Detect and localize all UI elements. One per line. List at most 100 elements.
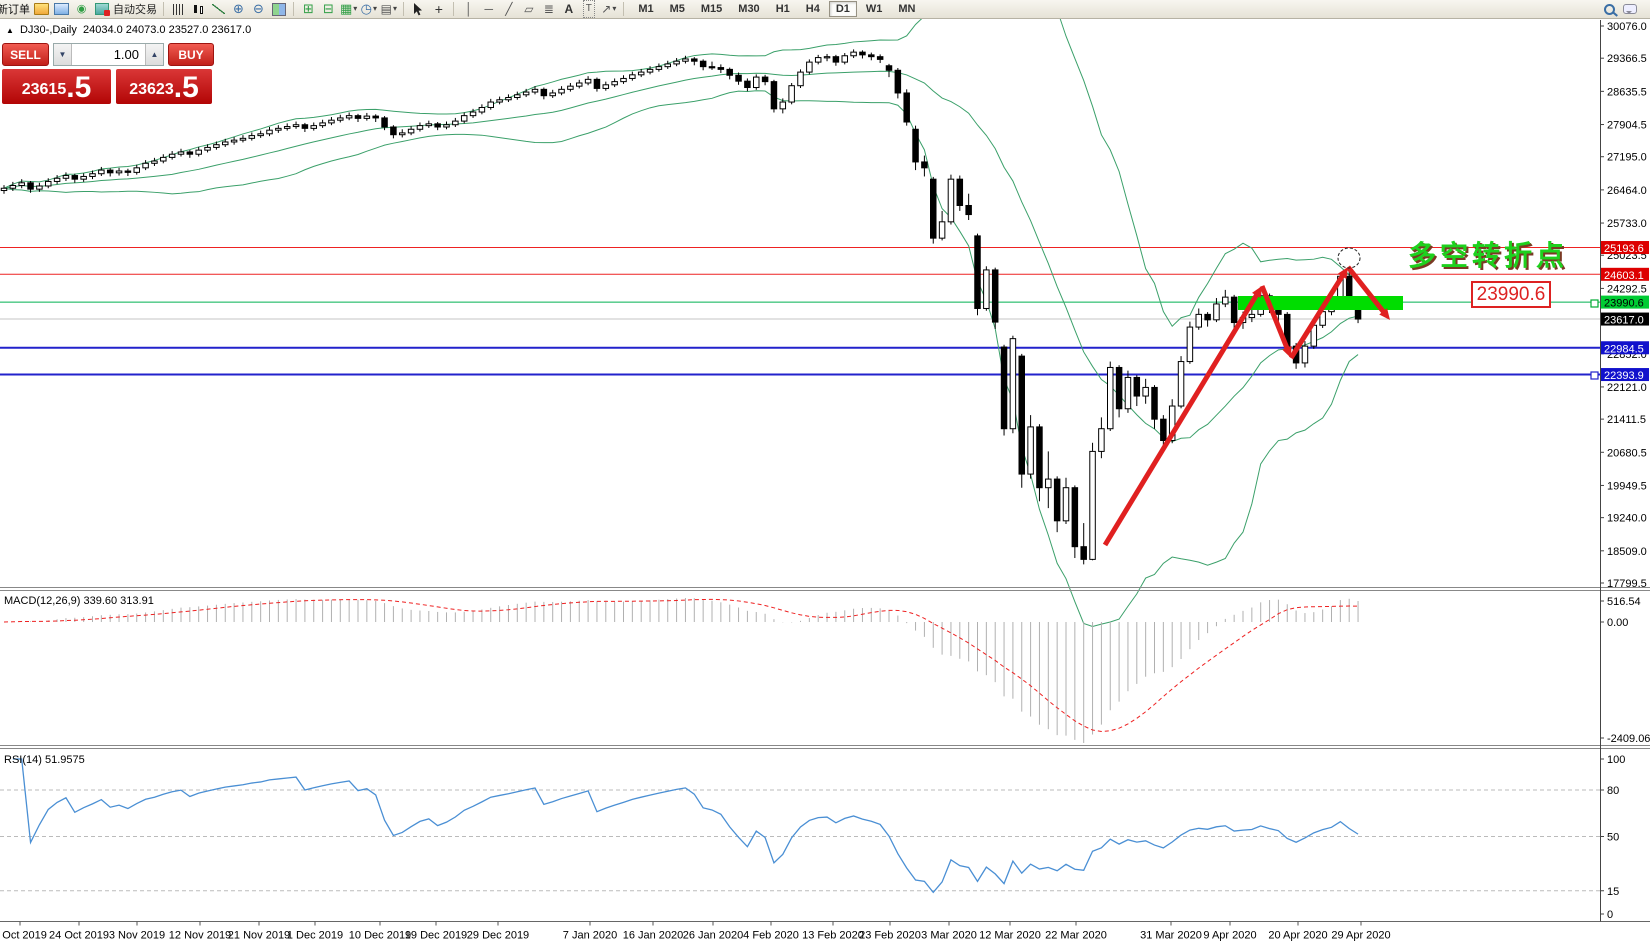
date-label: 29 Dec 2019 (467, 930, 529, 942)
bar-chart-icon[interactable] (170, 1, 187, 17)
candle-body (407, 128, 415, 134)
price-axis-label: 19949.5 (1607, 480, 1647, 492)
indicator-window-icon[interactable]: ⊟ (323, 1, 334, 16)
candle-body (9, 185, 17, 189)
candle-body (620, 77, 627, 83)
support-zone-rectangle (1238, 296, 1403, 310)
candle-body (45, 180, 52, 187)
rsi-axis-label: 50 (1607, 832, 1619, 844)
price-axis-label: 30076.0 (1607, 21, 1647, 33)
crosshair-icon[interactable]: + (434, 1, 443, 17)
candle-body (514, 94, 521, 99)
equidistant-channel-icon[interactable]: ▱ (524, 2, 534, 16)
auto-arrange-icon[interactable]: ⊞ (303, 1, 314, 16)
price-badge-label: 25193.6 (1604, 243, 1644, 255)
candle-body (983, 269, 990, 309)
zoom-in-icon[interactable]: ⊕ (233, 1, 244, 16)
chat-icon[interactable] (1621, 1, 1638, 17)
new-order-button[interactable]: 新订单 (0, 4, 30, 16)
candle-body (1142, 386, 1149, 397)
candle-body (53, 177, 61, 182)
timeframe-button-W1[interactable]: W1 (865, 3, 883, 15)
volume-increase-button[interactable]: ▲ (145, 44, 163, 65)
candle-body (540, 88, 548, 97)
candle-body (0, 187, 8, 192)
buy-price-frac: .5 (173, 71, 199, 104)
candle-body (549, 92, 556, 97)
line-chart-icon[interactable] (210, 1, 227, 17)
chart-profile-icon[interactable]: ▤ ▾ (380, 2, 397, 16)
periods-clock-icon[interactable]: ◷ ▾ (360, 1, 377, 16)
timeframe-button-M5[interactable]: M5 (669, 3, 685, 15)
timeframe-button-H1[interactable]: H1 (775, 3, 790, 15)
timeframe-button-H4[interactable]: H4 (805, 3, 820, 15)
price-axis-label: 19240.0 (1607, 513, 1647, 525)
timeframe-button-MN[interactable]: MN (898, 3, 916, 15)
text-label-icon[interactable]: T (580, 0, 597, 18)
macd-signal-line (3, 598, 1359, 732)
trend-arrowhead (1282, 345, 1292, 358)
candle-body (788, 85, 795, 103)
date-label: 1 Dec 2019 (287, 930, 343, 942)
sell-button[interactable]: SELL (2, 43, 49, 66)
candle-body (337, 117, 344, 121)
price-badge-label: 22393.9 (1604, 370, 1644, 382)
toolbar: 新订单 ◉ 自动交易 ⊕ ⊖ ⊞ ⊟ ▦ ▾ ◷ ▾ ▤ ▾ + │ ─ ╱ ▱ ≣ … (0, 0, 1650, 19)
text-icon[interactable]: A (564, 2, 574, 16)
candle-body (850, 51, 857, 57)
timeframe-button-M1[interactable]: M1 (638, 3, 654, 15)
new-order-icon[interactable] (33, 1, 50, 17)
candle-body (425, 123, 433, 127)
arrows-icon[interactable]: ↗ ▾ (601, 2, 617, 16)
price-axis-label: 29366.5 (1607, 53, 1647, 65)
tile-windows-icon[interactable] (270, 1, 287, 17)
timeframe-button-M15[interactable]: M15 (700, 3, 723, 15)
candle-body (1301, 345, 1309, 364)
timeframe-button-M30[interactable]: M30 (738, 3, 760, 15)
price-axis: 30076.0 29366.5 28635.5 27904.5 27195.0 26464… (1600, 21, 1649, 590)
sell-price-display[interactable]: 23615 .5 (2, 69, 111, 104)
trendline-icon[interactable]: ╱ (505, 2, 513, 16)
candle-body (1345, 275, 1353, 300)
toolbar-separator (403, 2, 405, 16)
candle-body (894, 69, 902, 94)
trend-arrows (1102, 247, 1599, 547)
auto-trading-icon[interactable] (93, 1, 110, 17)
candle-body (885, 65, 893, 71)
price-axis-label: 20680.5 (1607, 447, 1647, 459)
date-label: 31 Mar 2020 (1140, 930, 1202, 942)
buy-button[interactable]: BUY (168, 43, 214, 66)
candle-body (1186, 326, 1194, 363)
one-click-trading-panel: SELL ▼ 1.00 ▲ BUY 23615 .5 23623 .5 (2, 43, 214, 104)
signal-icon[interactable]: ◉ (76, 3, 87, 15)
date-label: 13 Feb 2020 (802, 930, 864, 942)
candle-body (142, 162, 149, 169)
candle-body (1115, 366, 1123, 410)
volume-value[interactable]: 1.00 (113, 47, 139, 62)
bollinger-upper (3, 0, 1359, 328)
new-chart-icon[interactable]: ▦ ▾ (340, 1, 358, 16)
candlestick-chart-icon[interactable] (190, 1, 207, 17)
fibonacci-icon[interactable]: ≣ (543, 2, 554, 16)
timeframe-button-D1[interactable]: D1 (828, 1, 857, 17)
terminal-icon[interactable] (53, 1, 70, 17)
candle-body (761, 76, 769, 83)
candle-body (1027, 426, 1034, 475)
horizontal-line-icon[interactable]: ─ (484, 2, 494, 16)
candle-body (841, 55, 848, 63)
cursor-icon[interactable] (410, 1, 427, 17)
vertical-line-icon[interactable]: │ (465, 2, 473, 16)
volume-stepper[interactable]: ▼ 1.00 ▲ (53, 43, 164, 66)
auto-trading-button[interactable]: 自动交易 (113, 4, 157, 16)
zoom-out-icon[interactable]: ⊖ (253, 1, 264, 16)
candle-body (443, 124, 450, 128)
volume-decrease-button[interactable]: ▼ (54, 44, 72, 65)
buy-price-display[interactable]: 23623 .5 (116, 69, 212, 104)
candle-body (646, 68, 654, 73)
candle-body (814, 57, 822, 63)
candle-body (823, 56, 831, 59)
trend-arrowhead (1337, 267, 1348, 279)
search-icon[interactable] (1601, 1, 1618, 17)
candle-body (1222, 296, 1229, 305)
